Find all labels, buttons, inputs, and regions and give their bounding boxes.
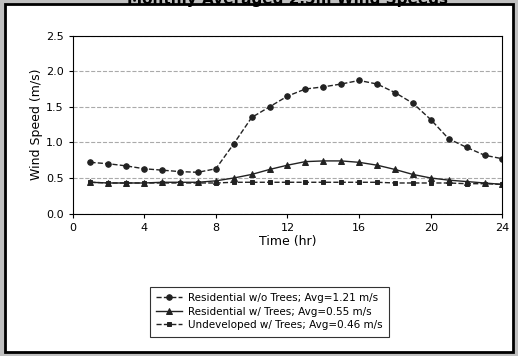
Residential w/ Trees; Avg=0.55 m/s [481,181,487,185]
Undeveloped w/ Trees; Avg=0.46 m/s [320,180,326,184]
Line: Undeveloped w/ Trees; Avg=0.46 m/s: Undeveloped w/ Trees; Avg=0.46 m/s [89,180,505,187]
Residential w/o Trees; Avg=1.21 m/s [464,145,470,150]
Residential w/o Trees; Avg=1.21 m/s [320,85,326,89]
Residential w/ Trees; Avg=0.55 m/s [445,178,452,182]
Residential w/ Trees; Avg=0.55 m/s [159,180,165,184]
Undeveloped w/ Trees; Avg=0.46 m/s [356,180,362,184]
Residential w/ Trees; Avg=0.55 m/s [213,179,219,183]
Undeveloped w/ Trees; Avg=0.46 m/s [410,181,416,185]
Undeveloped w/ Trees; Avg=0.46 m/s [141,181,147,185]
Undeveloped w/ Trees; Avg=0.46 m/s [392,181,398,185]
Title: Monthly Averaged 2.5m Wind Speeds: Monthly Averaged 2.5m Wind Speeds [127,0,448,6]
Residential w/o Trees; Avg=1.21 m/s [266,105,272,109]
Residential w/ Trees; Avg=0.55 m/s [499,182,506,187]
Undeveloped w/ Trees; Avg=0.46 m/s [445,181,452,185]
Residential w/ Trees; Avg=0.55 m/s [392,167,398,172]
Residential w/ Trees; Avg=0.55 m/s [249,172,255,177]
Line: Residential w/ Trees; Avg=0.55 m/s: Residential w/ Trees; Avg=0.55 m/s [88,158,505,187]
Undeveloped w/ Trees; Avg=0.46 m/s [177,181,183,185]
Residential w/ Trees; Avg=0.55 m/s [105,181,111,185]
Residential w/o Trees; Avg=1.21 m/s [195,170,201,174]
Residential w/ Trees; Avg=0.55 m/s [123,181,130,185]
Undeveloped w/ Trees; Avg=0.46 m/s [428,181,434,185]
Undeveloped w/ Trees; Avg=0.46 m/s [303,180,309,184]
Residential w/ Trees; Avg=0.55 m/s [195,180,201,184]
Undeveloped w/ Trees; Avg=0.46 m/s [284,180,291,184]
Residential w/o Trees; Avg=1.21 m/s [428,117,434,122]
Residential w/ Trees; Avg=0.55 m/s [177,180,183,184]
Residential w/o Trees; Avg=1.21 m/s [213,167,219,171]
Residential w/o Trees; Avg=1.21 m/s [159,168,165,172]
Residential w/ Trees; Avg=0.55 m/s [303,159,309,164]
Residential w/ Trees; Avg=0.55 m/s [464,179,470,184]
Legend: Residential w/o Trees; Avg=1.21 m/s, Residential w/ Trees; Avg=0.55 m/s, Undevel: Residential w/o Trees; Avg=1.21 m/s, Res… [150,287,388,336]
Residential w/o Trees; Avg=1.21 m/s [249,115,255,120]
Residential w/o Trees; Avg=1.21 m/s [338,82,344,86]
Residential w/ Trees; Avg=0.55 m/s [88,180,94,184]
Residential w/o Trees; Avg=1.21 m/s [410,101,416,105]
Residential w/ Trees; Avg=0.55 m/s [284,163,291,167]
Line: Residential w/o Trees; Avg=1.21 m/s: Residential w/o Trees; Avg=1.21 m/s [88,78,505,175]
Residential w/o Trees; Avg=1.21 m/s [303,87,309,91]
Residential w/ Trees; Avg=0.55 m/s [266,167,272,172]
Residential w/o Trees; Avg=1.21 m/s [231,142,237,146]
Undeveloped w/ Trees; Avg=0.46 m/s [249,180,255,184]
Residential w/o Trees; Avg=1.21 m/s [177,169,183,174]
Undeveloped w/ Trees; Avg=0.46 m/s [105,181,111,185]
Undeveloped w/ Trees; Avg=0.46 m/s [338,180,344,184]
Residential w/o Trees; Avg=1.21 m/s [123,164,130,168]
Undeveloped w/ Trees; Avg=0.46 m/s [231,180,237,184]
Residential w/o Trees; Avg=1.21 m/s [445,137,452,141]
Undeveloped w/ Trees; Avg=0.46 m/s [159,181,165,185]
Residential w/o Trees; Avg=1.21 m/s [481,153,487,157]
Residential w/o Trees; Avg=1.21 m/s [284,94,291,98]
Undeveloped w/ Trees; Avg=0.46 m/s [266,180,272,184]
Residential w/ Trees; Avg=0.55 m/s [374,163,380,167]
Undeveloped w/ Trees; Avg=0.46 m/s [195,181,201,185]
Residential w/ Trees; Avg=0.55 m/s [428,176,434,180]
Undeveloped w/ Trees; Avg=0.46 m/s [499,182,506,187]
Residential w/o Trees; Avg=1.21 m/s [88,160,94,164]
Residential w/o Trees; Avg=1.21 m/s [356,78,362,83]
Residential w/ Trees; Avg=0.55 m/s [320,159,326,163]
Undeveloped w/ Trees; Avg=0.46 m/s [481,182,487,186]
Residential w/ Trees; Avg=0.55 m/s [356,160,362,164]
Residential w/o Trees; Avg=1.21 m/s [105,162,111,166]
Undeveloped w/ Trees; Avg=0.46 m/s [464,182,470,186]
Undeveloped w/ Trees; Avg=0.46 m/s [88,180,94,184]
Residential w/o Trees; Avg=1.21 m/s [141,167,147,171]
Residential w/o Trees; Avg=1.21 m/s [374,82,380,86]
Residential w/o Trees; Avg=1.21 m/s [392,90,398,95]
Y-axis label: Wind Speed (m/s): Wind Speed (m/s) [30,69,43,180]
Residential w/ Trees; Avg=0.55 m/s [410,172,416,177]
Undeveloped w/ Trees; Avg=0.46 m/s [213,181,219,185]
Undeveloped w/ Trees; Avg=0.46 m/s [374,180,380,184]
Undeveloped w/ Trees; Avg=0.46 m/s [123,181,130,185]
Residential w/ Trees; Avg=0.55 m/s [141,181,147,185]
Residential w/o Trees; Avg=1.21 m/s [499,157,506,161]
Residential w/ Trees; Avg=0.55 m/s [231,176,237,180]
X-axis label: Time (hr): Time (hr) [258,235,316,248]
Residential w/ Trees; Avg=0.55 m/s [338,159,344,163]
